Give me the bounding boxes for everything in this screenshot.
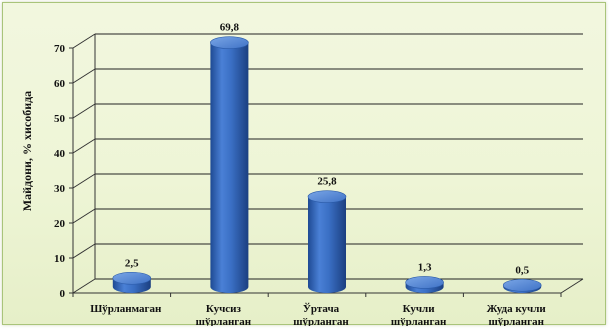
gridline-diagonal — [72, 208, 96, 224]
gridline-diagonal — [72, 173, 96, 189]
gridline-diagonal — [72, 68, 96, 84]
bar — [210, 36, 249, 294]
bar — [405, 276, 444, 293]
data-label: 0,5 — [515, 264, 529, 276]
bar — [502, 278, 542, 293]
category-label-line: шўрланган — [293, 316, 349, 326]
data-label: 2,5 — [125, 257, 139, 269]
y-tick-label: 10 — [54, 253, 66, 265]
y-tick-label: 30 — [54, 183, 66, 195]
chart-frame: 0 10 20 30 40 50 60 70 2,5 69,8 25,8 1,3 0,5 Шўрлан… — [2, 2, 606, 326]
category-label-line: шўрланган — [196, 316, 252, 326]
bar-top — [502, 278, 542, 292]
bar-chart: 0 10 20 30 40 50 60 70 2,5 69,8 25,8 1,3 0,5 Шўрлан… — [20, 22, 584, 326]
bar-top — [307, 190, 347, 203]
category-label: Шўрланмаган — [90, 303, 162, 315]
data-labels: 2,5 69,8 25,8 1,3 0,5 — [125, 22, 530, 277]
y-tick-label: 20 — [54, 218, 66, 230]
category-label: Кучсиз шўрланган — [196, 303, 252, 326]
category-label-line: Кучсиз — [206, 303, 242, 315]
data-label: 69,8 — [220, 22, 240, 34]
y-tick-label: 40 — [54, 148, 66, 160]
category-label: Кучли шўрланган — [391, 303, 447, 326]
bar-top — [210, 36, 249, 50]
floor-edge — [560, 278, 584, 294]
category-label-line: шўрланган — [391, 316, 447, 326]
y-axis: 0 10 20 30 40 50 60 70 — [54, 34, 584, 300]
y-axis-title: Майдони, % хисобида — [20, 91, 34, 211]
gridline-diagonal — [72, 103, 96, 119]
bar — [112, 271, 152, 293]
gridline-diagonal — [72, 278, 96, 294]
category-label-line: Шўрланмаган — [90, 303, 162, 315]
bar — [307, 190, 347, 293]
category-label-line: Ўртача — [303, 303, 340, 315]
y-tick-label: 0 — [60, 288, 66, 300]
y-tick-label: 70 — [54, 43, 66, 55]
y-tick-label: 50 — [54, 113, 66, 125]
category-label-line: Кучли — [403, 303, 436, 315]
y-tick-label: 60 — [54, 78, 66, 90]
data-label: 1,3 — [418, 261, 432, 273]
category-label: Ўртача шўрланган — [293, 303, 349, 326]
gridline-diagonal — [72, 138, 96, 154]
bar-top — [405, 276, 444, 289]
category-label: Жуда кучли шўрланган — [487, 303, 547, 326]
data-label: 25,8 — [317, 176, 337, 188]
category-label-line: шўрланган — [488, 316, 544, 326]
bar-top — [112, 271, 152, 285]
bar-body — [210, 42, 249, 294]
gridline-diagonal — [72, 33, 96, 49]
gridline-diagonal — [72, 243, 96, 259]
bar-body — [308, 196, 346, 293]
bars — [112, 36, 542, 294]
category-label-line: Жуда кучли — [487, 303, 547, 315]
